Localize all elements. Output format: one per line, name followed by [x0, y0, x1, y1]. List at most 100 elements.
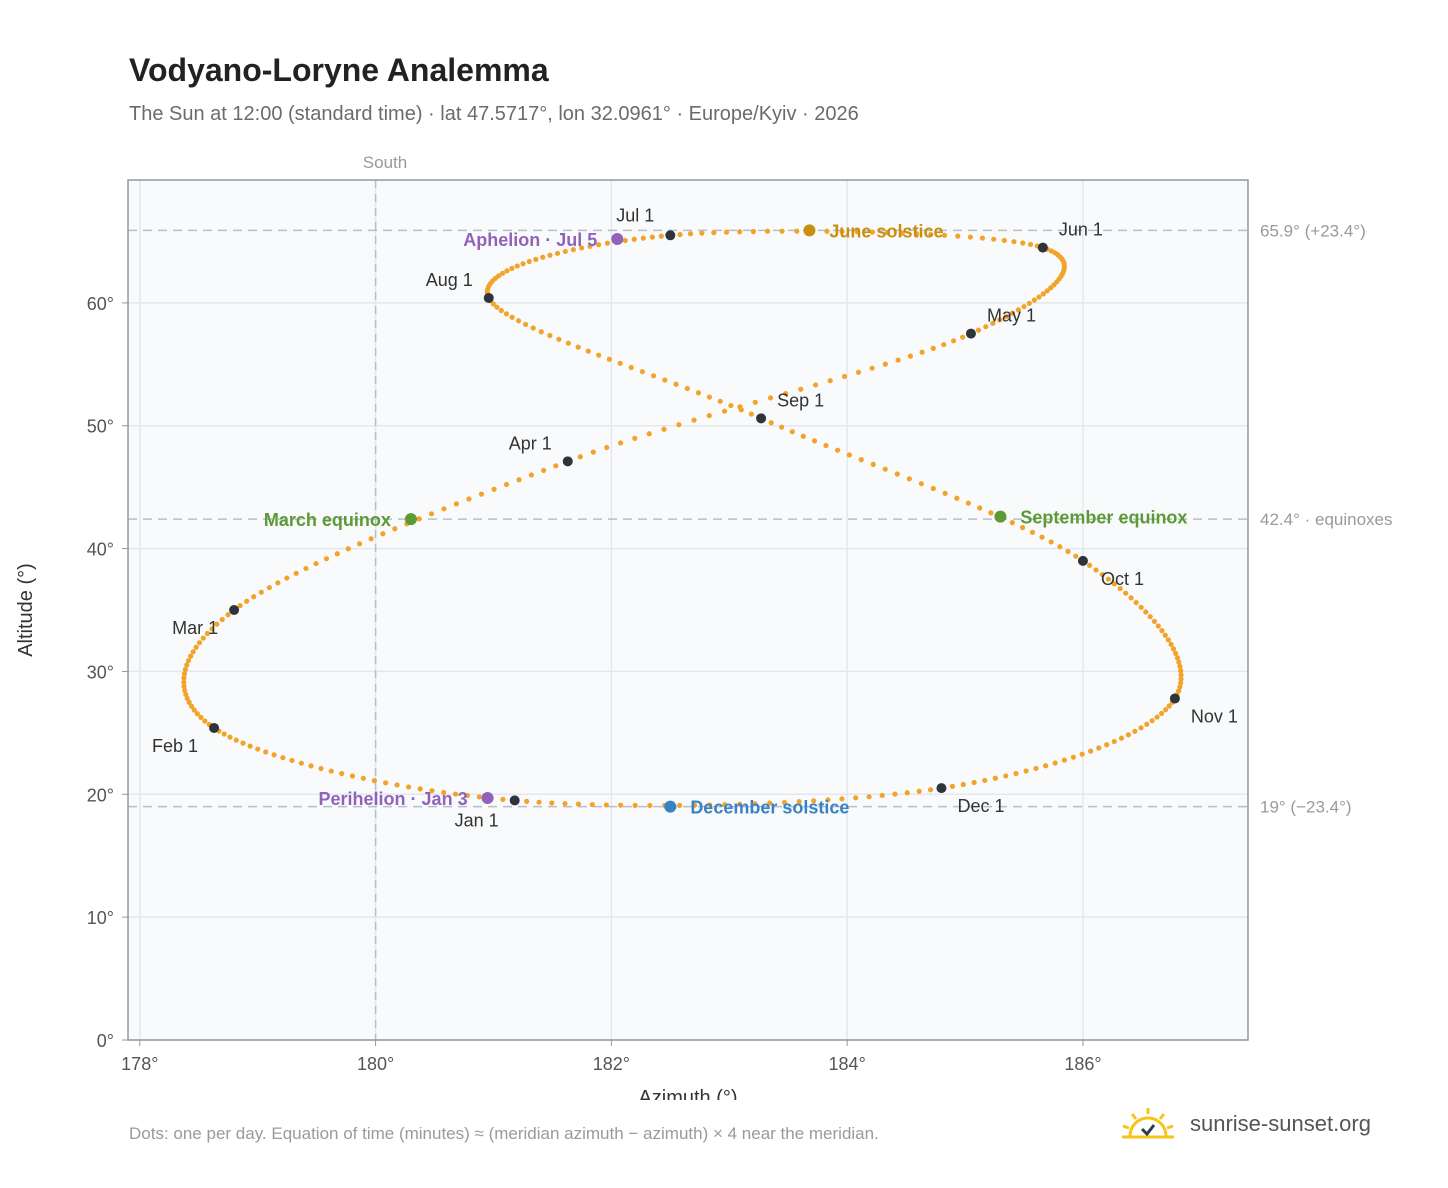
day-dot	[841, 373, 848, 380]
day-dot	[1001, 237, 1007, 243]
day-dot	[554, 250, 561, 256]
day-dot	[476, 794, 482, 800]
day-dot	[240, 740, 246, 746]
brand[interactable]: sunrise-sunset.org	[1120, 1102, 1371, 1146]
day-dot	[722, 802, 728, 808]
day-dot	[794, 228, 800, 234]
day-dot	[1158, 710, 1165, 717]
day-dot	[575, 344, 581, 350]
day-dot	[977, 505, 983, 511]
day-dot	[185, 658, 192, 664]
day-dot	[190, 649, 196, 655]
day-dot	[227, 734, 233, 740]
x-tick-label: 186°	[1064, 1054, 1101, 1074]
day-dot	[1073, 553, 1079, 559]
event-marker	[611, 232, 624, 245]
day-dot	[982, 777, 988, 784]
day-dot	[975, 327, 982, 333]
day-dot	[646, 431, 652, 437]
day-dot	[1096, 745, 1102, 751]
day-dot	[870, 461, 876, 467]
day-dot	[606, 356, 612, 362]
brand-name: sunrise-sunset.org	[1190, 1111, 1371, 1136]
day-dot	[255, 746, 261, 752]
day-dot	[711, 230, 717, 236]
day-dot	[371, 778, 378, 784]
day-dot	[1165, 637, 1171, 643]
day-dot	[596, 242, 602, 248]
day-dot	[604, 444, 610, 451]
day-dot	[955, 233, 961, 239]
day-dot	[183, 691, 189, 698]
day-dot	[991, 236, 997, 242]
day-dot	[854, 229, 860, 235]
month-marker	[509, 795, 520, 806]
day-dot	[1039, 534, 1045, 540]
day-dot	[186, 699, 192, 705]
day-dot	[194, 711, 200, 717]
day-dot	[919, 349, 925, 355]
day-dot	[904, 790, 910, 796]
day-dot	[360, 775, 366, 781]
month-marker	[483, 292, 494, 303]
day-dot	[691, 417, 697, 423]
event-label: December solstice	[690, 798, 849, 818]
day-dot	[184, 695, 190, 702]
day-dot	[707, 802, 713, 808]
month-marker	[756, 413, 767, 424]
day-dot	[198, 714, 204, 721]
day-dot	[204, 630, 211, 637]
day-dot	[1021, 303, 1027, 310]
day-dot	[622, 237, 628, 244]
day-dot	[723, 229, 730, 235]
event-marker	[404, 513, 417, 526]
day-dot	[960, 334, 966, 340]
day-dot	[604, 240, 611, 246]
month-marker	[1169, 693, 1180, 704]
day-dot	[528, 472, 534, 478]
day-dot	[928, 231, 934, 238]
day-dot	[728, 402, 734, 409]
day-dot	[1023, 768, 1029, 774]
day-dot	[587, 243, 593, 249]
day-dot	[677, 231, 683, 238]
day-dot	[464, 792, 471, 799]
day-dot	[661, 426, 667, 432]
day-dot	[1166, 703, 1172, 709]
day-dot	[618, 802, 624, 808]
y-tick-label: 0°	[97, 1031, 114, 1051]
day-dot	[1079, 751, 1085, 757]
day-dot	[538, 329, 544, 335]
day-dot	[1027, 241, 1034, 248]
day-dot	[632, 802, 638, 808]
day-dot	[839, 796, 845, 802]
day-dot	[182, 666, 188, 673]
day-dot	[526, 258, 532, 265]
day-dot	[200, 635, 206, 641]
x-tick-label: 178°	[121, 1054, 158, 1074]
x-tick-label: 180°	[357, 1054, 394, 1074]
day-dot	[954, 495, 960, 501]
y-tick-label: 40°	[87, 540, 114, 560]
day-dot	[1111, 738, 1117, 745]
day-dot	[184, 662, 190, 668]
day-dot	[553, 463, 559, 469]
day-dot	[992, 775, 998, 781]
day-dot	[452, 791, 459, 797]
day-dot	[1178, 672, 1184, 678]
day-dot	[202, 718, 208, 724]
day-dot	[499, 270, 506, 276]
day-dot	[577, 454, 583, 460]
y-tick-label: 10°	[87, 908, 114, 928]
day-dot	[767, 395, 774, 401]
day-dot	[328, 768, 334, 774]
day-dot	[339, 770, 345, 777]
day-dot	[930, 485, 936, 492]
day-dot	[1052, 760, 1058, 766]
day-dot	[556, 336, 562, 342]
day-dot	[858, 457, 864, 463]
day-dot	[1138, 725, 1144, 731]
day-dot	[882, 466, 888, 472]
day-dot	[1044, 288, 1050, 294]
month-label: Aug 1	[426, 270, 473, 290]
